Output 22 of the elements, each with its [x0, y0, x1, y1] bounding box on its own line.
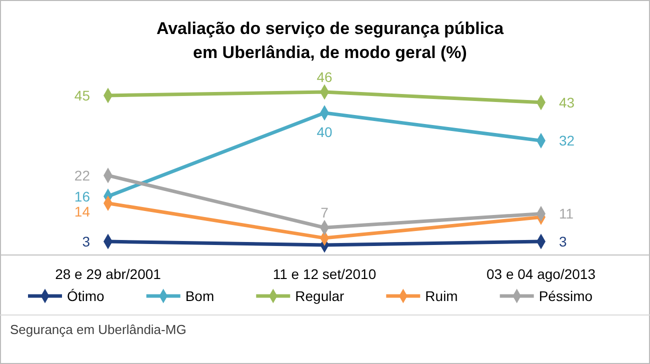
- data-label: 7: [320, 204, 329, 221]
- data-label: 16: [74, 188, 90, 204]
- chart-title: Avaliação do serviço de segurança pública em Uberlândia, de modo geral (%): [156, 19, 504, 62]
- legend-label: Regular: [295, 288, 345, 304]
- data-label: 45: [74, 87, 90, 104]
- x-tick-label: 11 e 12 set/2010: [272, 266, 376, 282]
- x-tick-label: 28 e 29 abr/2001: [55, 266, 162, 282]
- data-label: 46: [316, 69, 332, 85]
- data-label: 32: [559, 132, 575, 149]
- data-label: 3: [559, 234, 567, 250]
- data-label: 40: [316, 124, 332, 140]
- x-tick-label: 03 e 04 ago/2013: [486, 266, 596, 282]
- legend-label: Ruim: [425, 288, 458, 304]
- legend-label: Bom: [185, 288, 214, 304]
- data-label: 22: [74, 167, 90, 184]
- data-label: 43: [559, 94, 575, 110]
- data-label: 3: [82, 234, 90, 250]
- data-label: 11: [559, 206, 574, 222]
- legend-label: Ótimo: [67, 288, 105, 304]
- legend-label: Péssimo: [538, 288, 593, 304]
- data-label: 14: [74, 203, 90, 220]
- text: Segurança em Uberlândia-MG: [10, 322, 186, 337]
